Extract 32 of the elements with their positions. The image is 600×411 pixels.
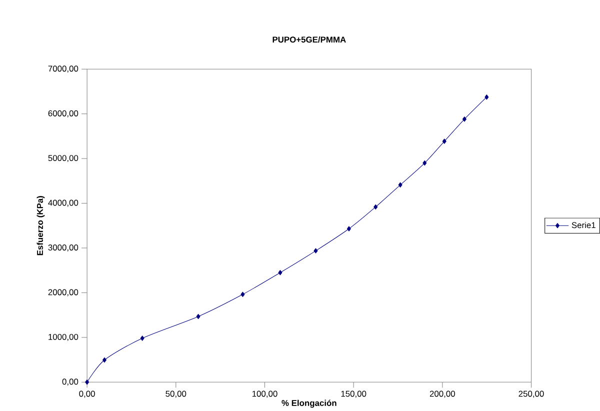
y-tick-label: 6000,00 [48,110,78,118]
y-tick-label: 7000,00 [48,66,78,73]
y-tick-label: 1000,00 [48,334,78,342]
point [102,358,106,363]
y-axis-title: Esfuerzo (KPa) [36,196,45,256]
y-tick-label: 5000,00 [48,155,78,162]
chart-title: PUPO+5GE/PMMA [272,36,346,43]
point [240,292,245,298]
y-tick-label: 0,00 [62,378,78,386]
point [374,204,378,210]
point [422,160,427,166]
x-tick-label: 50,00 [166,391,186,398]
y-tick-label: 4000,00 [48,200,78,207]
point [442,138,446,144]
point [484,94,489,100]
point [346,226,351,232]
y-tick-label: 2000,00 [48,289,78,296]
point [314,248,318,254]
x-tick-label: 0,00 [79,391,95,398]
point [462,116,466,122]
x-tick-label: 250,00 [518,391,544,398]
x-tick-label: 100,00 [252,391,278,398]
y-tick-label: 3000,00 [48,244,78,252]
legend-label: Serie1 [572,222,596,228]
point [196,314,200,320]
x-tick-label: 200,00 [430,391,455,398]
point [278,270,282,276]
point [398,182,402,188]
x-axis-title: % Elongación [282,400,336,408]
point [85,380,90,385]
point [140,336,144,342]
x-tick-label: 150,00 [341,391,366,398]
